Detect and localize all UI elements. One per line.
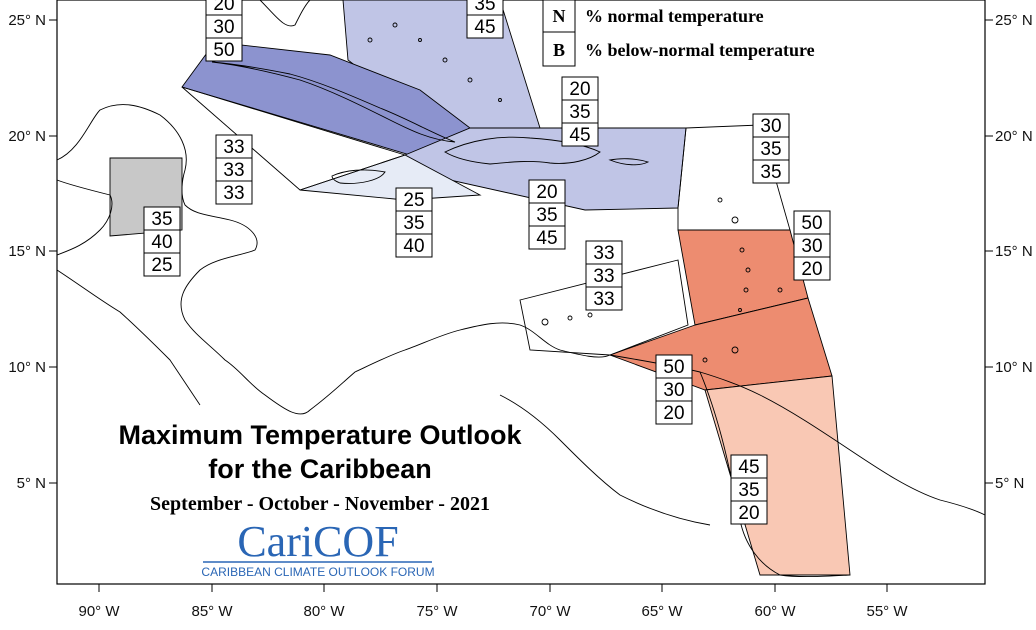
probability-value: 25 [151, 255, 172, 276]
lon-tick-label: 85° W [191, 603, 233, 620]
probability-value: 35 [403, 213, 424, 234]
probability-value: 20 [213, 0, 234, 15]
map-title-line2: for the Caribbean [208, 454, 432, 484]
probability-value: 50 [213, 40, 234, 61]
probability-cell [143, 252, 181, 277]
lat-tick-label-right: 25° N [995, 12, 1033, 29]
lat-tick-label-left: 15° N [8, 243, 46, 260]
probability-value: 33 [223, 137, 244, 158]
probability-boxes: 2030503545203545333333354025253540203545… [143, 0, 831, 525]
lon-tick-label: 90° W [78, 603, 120, 620]
probability-cell [215, 180, 253, 205]
title-block: Maximum Temperature Outlook for the Cari… [118, 420, 522, 515]
probability-cell [395, 233, 433, 258]
legend-letter-b: B [553, 40, 565, 60]
probability-value: 33 [593, 289, 614, 310]
probability-value: 33 [223, 160, 244, 181]
probability-cell [205, 37, 243, 62]
lat-tick-label-right: 10° N [995, 359, 1033, 376]
lat-tick-label-left: 20° N [8, 128, 46, 145]
legend-letter-n: N [553, 6, 566, 26]
probability-value: 30 [213, 17, 234, 38]
probability-value: 33 [593, 243, 614, 264]
probability-value: 20 [663, 403, 684, 424]
probability-value: 35 [474, 0, 495, 15]
legend-label-n: % normal temperature [585, 6, 764, 26]
small-islands [367, 22, 783, 363]
probability-value: 50 [801, 213, 822, 234]
lat-tick-label-right: 5° N [995, 475, 1024, 492]
probability-value: 35 [536, 205, 557, 226]
map-axes: 90° W 85° W 80° W 75° W 70° W 65° W 60° W 55° W… [8, 12, 1032, 620]
probability-cell [585, 286, 623, 311]
lon-tick-label: 80° W [303, 603, 345, 620]
probability-value: 45 [536, 228, 557, 249]
lon-tick-label: 60° W [754, 603, 796, 620]
probability-value: 35 [151, 209, 172, 230]
probability-value: 20 [569, 79, 590, 100]
probability-cell [752, 159, 790, 184]
lat-tick-label-left: 25° N [8, 12, 46, 29]
map-title-line1: Maximum Temperature Outlook [118, 420, 522, 450]
probability-value: 50 [663, 357, 684, 378]
probability-value: 25 [403, 190, 424, 211]
probability-cell [561, 122, 599, 147]
probability-value: 35 [760, 162, 781, 183]
forecast-period: September - October - November - 2021 [150, 493, 490, 515]
probability-value: 33 [223, 183, 244, 204]
lat-tick-label-right: 15° N [995, 243, 1033, 260]
probability-value: 35 [569, 102, 590, 123]
logo-subtitle: CARIBBEAN CLIMATE OUTLOOK FORUM [201, 565, 434, 579]
probability-cell [528, 225, 566, 250]
probability-value: 33 [593, 266, 614, 287]
probability-value: 30 [760, 116, 781, 137]
probability-value: 35 [738, 480, 759, 501]
legend: N % normal temperature B % below-normal … [542, 0, 815, 67]
probability-value: 20 [536, 182, 557, 203]
probability-value: 35 [760, 139, 781, 160]
probability-cell [793, 256, 831, 281]
legend-label-b: % below-normal temperature [585, 40, 815, 60]
lon-tick-label: 75° W [416, 603, 458, 620]
probability-value: 40 [403, 236, 424, 257]
lon-tick-label: 70° W [529, 603, 571, 620]
legend-key-n [542, 0, 576, 33]
lat-tick-label-right: 20° N [995, 128, 1033, 145]
probability-value: 30 [663, 380, 684, 401]
probability-value: 45 [738, 457, 759, 478]
lat-tick-label-left: 5° N [17, 475, 46, 492]
probability-cell [466, 14, 504, 39]
probability-value: 20 [738, 503, 759, 524]
probability-cell [730, 500, 768, 525]
probability-value: 45 [474, 17, 495, 38]
probability-value: 20 [801, 259, 822, 280]
legend-key-b [542, 31, 576, 67]
caricof-logo: CariCOF CARIBBEAN CLIMATE OUTLOOK FORUM [201, 517, 434, 579]
probability-cell [655, 400, 693, 425]
lat-tick-label-left: 10° N [8, 359, 46, 376]
probability-value: 45 [569, 125, 590, 146]
lon-tick-label: 65° W [641, 603, 683, 620]
lon-tick-label: 55° W [866, 603, 908, 620]
probability-value: 40 [151, 232, 172, 253]
logo-wordmark: CariCOF [237, 517, 398, 566]
probability-value: 30 [801, 236, 822, 257]
